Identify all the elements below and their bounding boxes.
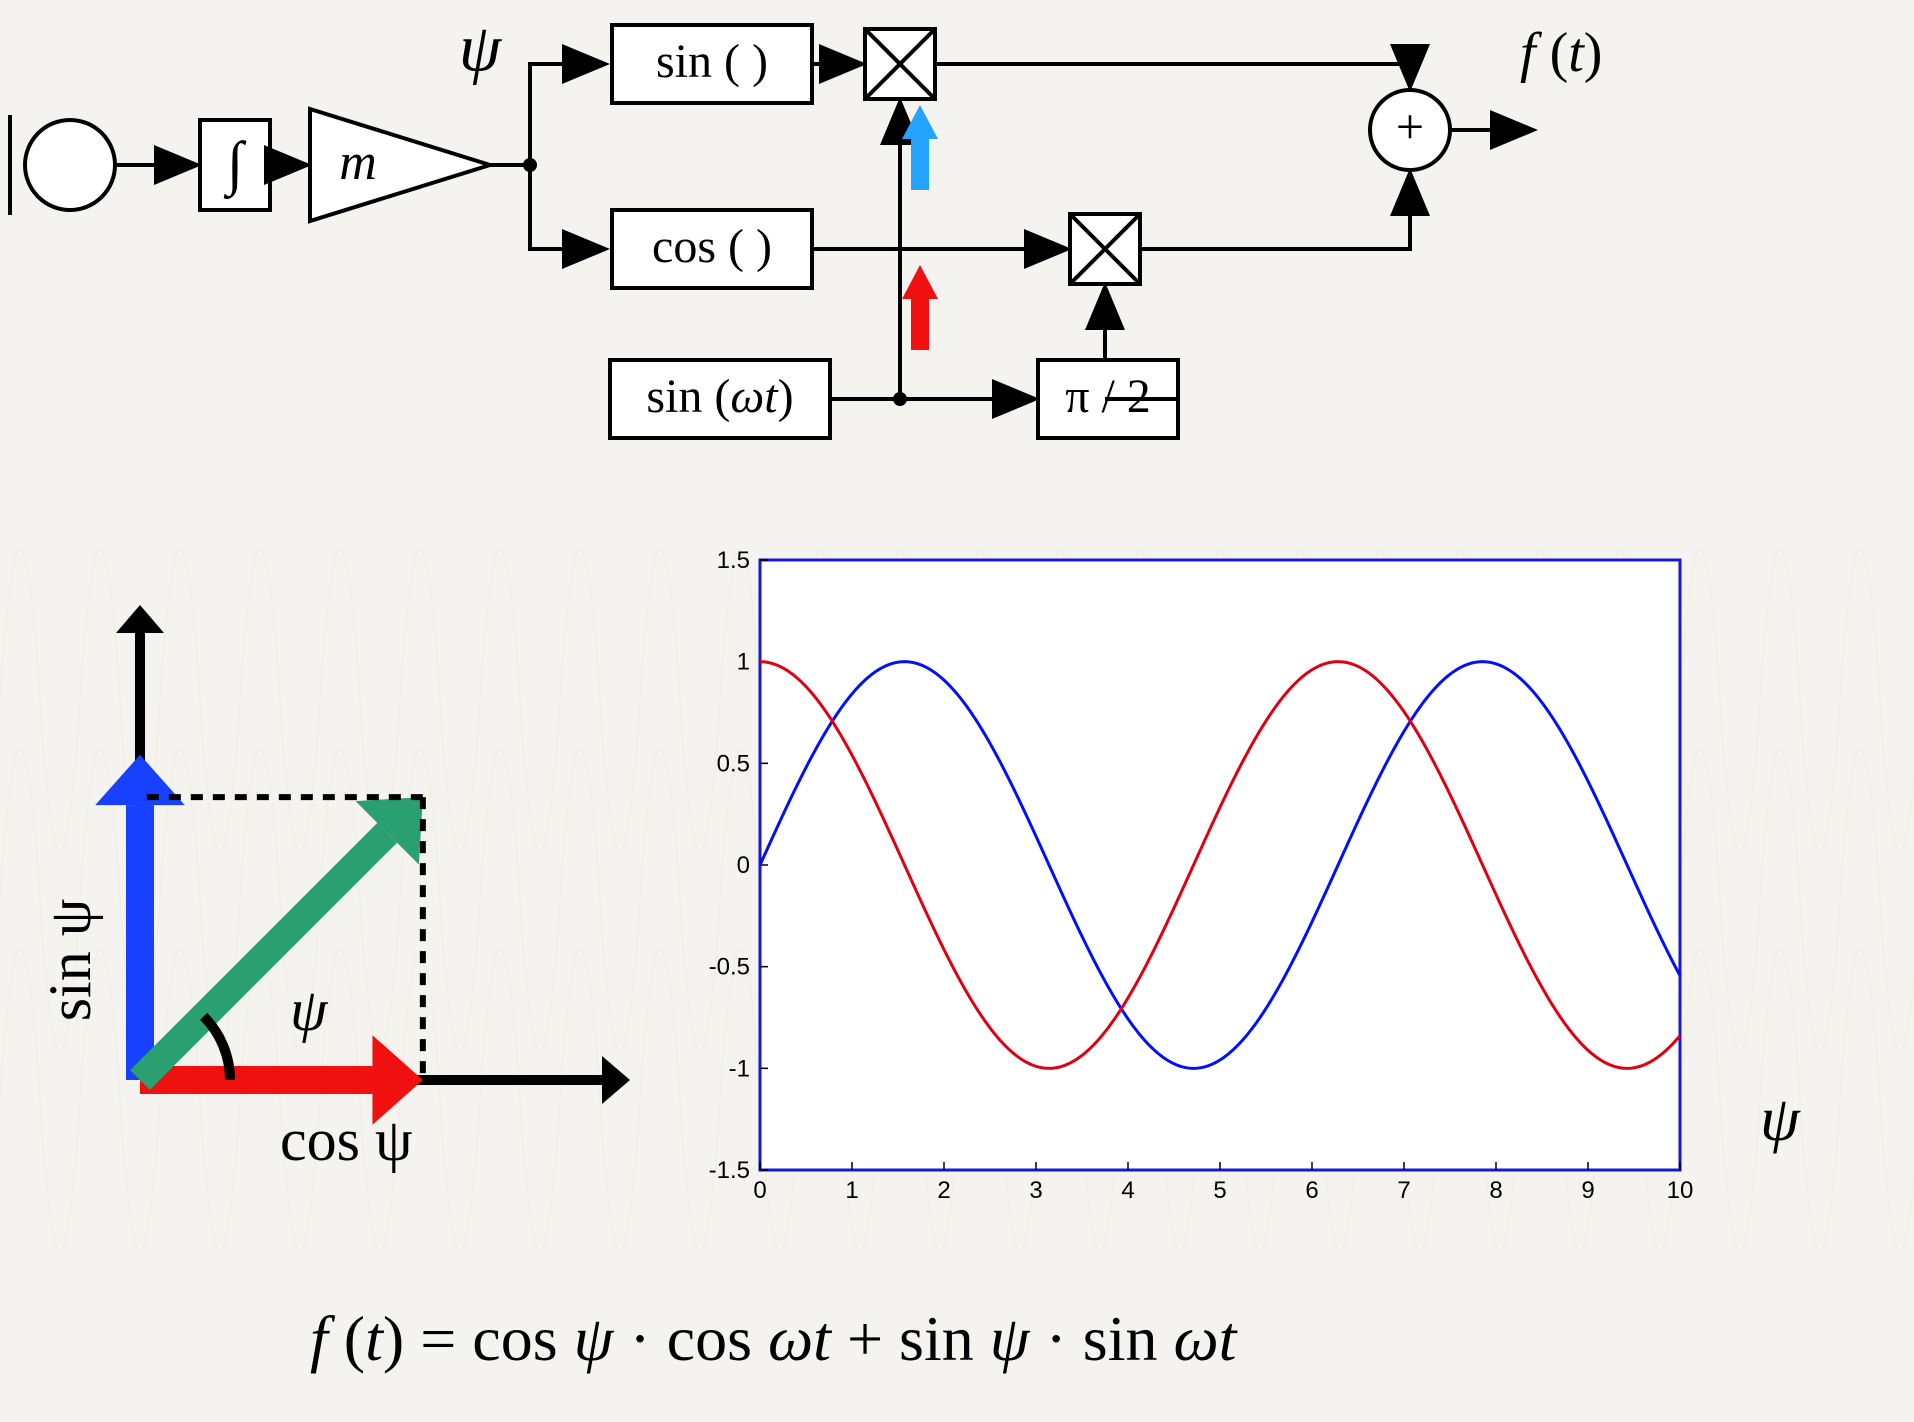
svg-text:5: 5 [1213, 1177, 1226, 1204]
chart-xlabel: ψ [1760, 1083, 1801, 1154]
psi-angle-label: ψ [290, 977, 329, 1043]
waveform-chart: 0 1 2 3 4 5 6 7 8 9 10 -1.5 -1 -0.5 0 0.5 1 1.5 ψ [709, 547, 1801, 1204]
svg-text:4: 4 [1121, 1177, 1134, 1204]
svg-text:-1.5: -1.5 [709, 1157, 750, 1184]
svg-text:-0.5: -0.5 [709, 954, 750, 981]
cos-psi-label: cos ψ [280, 1107, 413, 1173]
svg-text:π / 2: π / 2 [1065, 370, 1151, 423]
block-diagram: ∫mψsin ( )cos ( )sin (ωt)π / 2+f (t) [10, 10, 1602, 438]
blue-up-arrow [902, 105, 938, 190]
svg-text:sin (ωt): sin (ωt) [646, 370, 793, 423]
equation: f (t) = cos ψ · cos ωt + sin ψ · sin ωt [310, 1303, 1239, 1374]
source-dial [25, 120, 115, 210]
gain-block [310, 109, 490, 221]
svg-text:+: + [1396, 98, 1424, 154]
svg-text:ψ: ψ [459, 10, 503, 86]
red-up-arrow [902, 265, 938, 350]
svg-text:m: m [339, 134, 377, 191]
scene: ∫mψsin ( )cos ( )sin (ωt)π / 2+f (t) ψco… [0, 0, 1914, 1422]
sin-psi-label: sin ψ [37, 899, 103, 1022]
svg-text:0.5: 0.5 [717, 750, 750, 777]
svg-text:cos ( ): cos ( ) [652, 220, 772, 273]
svg-text:sin ( ): sin ( ) [656, 35, 768, 88]
svg-text:1: 1 [845, 1177, 858, 1204]
resultant-vector [140, 833, 387, 1080]
svg-text:0: 0 [737, 852, 750, 879]
svg-text:10: 10 [1667, 1177, 1694, 1204]
svg-text:7: 7 [1397, 1177, 1410, 1204]
svg-text:1: 1 [737, 649, 750, 676]
svg-text:6: 6 [1305, 1177, 1318, 1204]
svg-text:8: 8 [1489, 1177, 1502, 1204]
svg-text:2: 2 [937, 1177, 950, 1204]
phasor-diagram: ψ cos ψ sin ψ [37, 605, 630, 1173]
svg-text:3: 3 [1029, 1177, 1042, 1204]
svg-text:f (t): f (t) [1520, 22, 1602, 84]
svg-text:9: 9 [1581, 1177, 1594, 1204]
svg-text:1.5: 1.5 [717, 547, 750, 574]
chart-frame [760, 560, 1680, 1170]
svg-text:-1: -1 [729, 1055, 750, 1082]
svg-text:0: 0 [753, 1177, 766, 1204]
